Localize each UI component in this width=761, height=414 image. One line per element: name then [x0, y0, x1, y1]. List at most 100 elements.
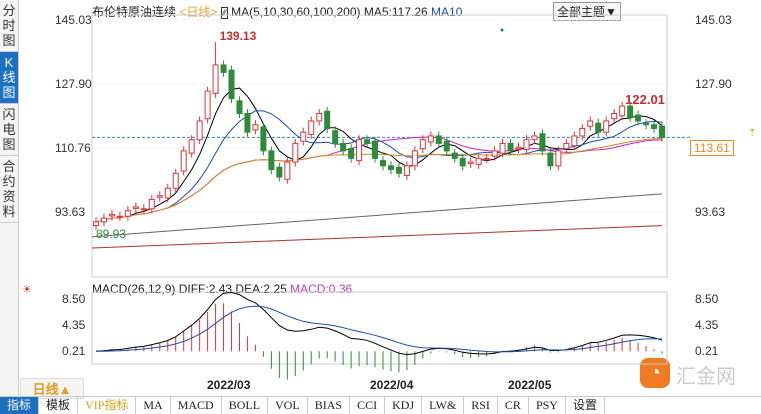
candle-body: [316, 113, 323, 122]
candle-body: [611, 113, 618, 120]
candle-body: [292, 142, 299, 163]
toolbar-vip-button[interactable]: VIP指标: [78, 397, 137, 414]
candle-body: [443, 140, 450, 152]
candle-body: [324, 110, 331, 129]
candle-body: [220, 64, 227, 73]
toolbar-ma-button[interactable]: MA: [136, 397, 171, 414]
macd-tick: 4.35: [62, 318, 86, 332]
candle-body: [643, 122, 650, 126]
y-tick-right: 93.63: [695, 205, 726, 219]
macd-panel: [91, 291, 668, 365]
sun-icon[interactable]: ☀: [22, 284, 32, 296]
candle-body: [547, 152, 554, 167]
candle-body: [364, 139, 371, 144]
candle-body: [148, 198, 155, 210]
toolbar-bias-button[interactable]: BIAS: [308, 397, 351, 414]
ma30-line: [95, 136, 662, 223]
candle-body: [124, 210, 131, 217]
y-tick-right: 145.03: [695, 13, 732, 27]
toolbar-cci-button[interactable]: CCI: [350, 397, 386, 414]
period-selector[interactable]: 日线▲: [20, 378, 84, 399]
candle-body: [196, 120, 203, 141]
y-tick-right: 127.90: [695, 77, 732, 91]
low-annotation: 89.93: [96, 227, 126, 241]
tab-contract-info[interactable]: 合约资料: [0, 156, 18, 223]
candle-body: [555, 150, 562, 167]
candle-body: [132, 206, 139, 209]
candle-body: [236, 100, 243, 115]
candle-body: [156, 195, 163, 198]
macd-tick-right: 4.35: [695, 318, 719, 332]
candle-body: [93, 221, 99, 227]
x-tick: 2022/04: [370, 378, 414, 392]
candle-body: [387, 165, 394, 171]
candle-body: [348, 148, 355, 159]
candle-body: [563, 142, 570, 150]
toolbar-boll-button[interactable]: BOLL: [222, 397, 269, 414]
toolbar-macd-button[interactable]: MACD: [171, 397, 222, 414]
arrow-up-icon: ⇡: [748, 128, 757, 139]
candle-body: [579, 127, 586, 137]
candle-body: [140, 208, 147, 211]
y-tick: 127.90: [55, 77, 92, 91]
toolbar-rsi-button[interactable]: RSI: [464, 397, 498, 414]
candle-body: [204, 90, 211, 120]
candle-body: [507, 142, 514, 152]
candle-body: [571, 135, 578, 147]
macd-tick: 0.21: [62, 344, 86, 358]
ma-icon[interactable]: ⁄⁄: [220, 7, 228, 19]
toolbar-psy-button[interactable]: PSY: [529, 397, 566, 414]
dea-line: [95, 305, 663, 353]
candle-body: [340, 142, 347, 152]
candle-body: [164, 187, 171, 199]
candle-body: [483, 157, 490, 160]
y-tick: 145.03: [55, 13, 92, 27]
tab-kline[interactable]: K线图: [0, 52, 18, 104]
tab-timeshare[interactable]: 分时图: [0, 0, 18, 52]
high-annotation: 139.13: [220, 29, 257, 43]
candle-body: [100, 217, 107, 223]
candle-body: [515, 146, 522, 150]
x-tick: 2022/03: [207, 378, 251, 392]
candle-body: [188, 139, 195, 154]
toolbar-vol-button[interactable]: VOL: [268, 397, 308, 414]
candle-body: [308, 120, 315, 135]
candle-body: [332, 130, 339, 144]
toolbar--button[interactable]: 设置: [566, 397, 605, 414]
x-tick: 2022/05: [508, 378, 552, 392]
candle-body: [459, 157, 466, 167]
ma100-line: [91, 193, 663, 238]
toolbar--button[interactable]: 模板: [39, 397, 79, 414]
candle-body: [180, 150, 187, 172]
toolbar-kdj-button[interactable]: KDJ: [385, 397, 423, 414]
candle-body: [244, 113, 251, 133]
candle-body: [395, 166, 402, 174]
candle-body: [268, 150, 275, 171]
candle-body: [228, 69, 235, 100]
toolbar--button[interactable]: 指标: [0, 397, 40, 414]
candle-body: [595, 122, 602, 133]
candle-body: [411, 150, 418, 167]
recent-high-annotation: 122.01: [625, 92, 665, 107]
tab-flash[interactable]: 闪电图: [0, 104, 18, 156]
macd-tick-right: 8.50: [695, 292, 719, 306]
price-panel: [91, 14, 668, 278]
candle-body: [212, 64, 219, 94]
candle-body: [539, 133, 546, 152]
toolbar-cr-button[interactable]: CR: [498, 397, 529, 414]
y-tick: 93.63: [55, 205, 86, 219]
logo-icon: ◔: [640, 358, 670, 388]
candle-body: [499, 142, 506, 154]
candle-body: [260, 126, 267, 152]
candle-body: [427, 135, 434, 143]
candle-body: [635, 114, 642, 122]
candle-body: [172, 172, 179, 189]
candle-body: [523, 139, 530, 150]
ma5-line: [127, 87, 663, 217]
toolbar-lw-button[interactable]: LW&: [422, 397, 465, 414]
last-price-tag: 113.61: [690, 140, 734, 156]
candle-body: [467, 161, 474, 165]
candle-body: [419, 139, 426, 150]
candle-body: [379, 160, 386, 167]
candle-body: [108, 213, 115, 217]
